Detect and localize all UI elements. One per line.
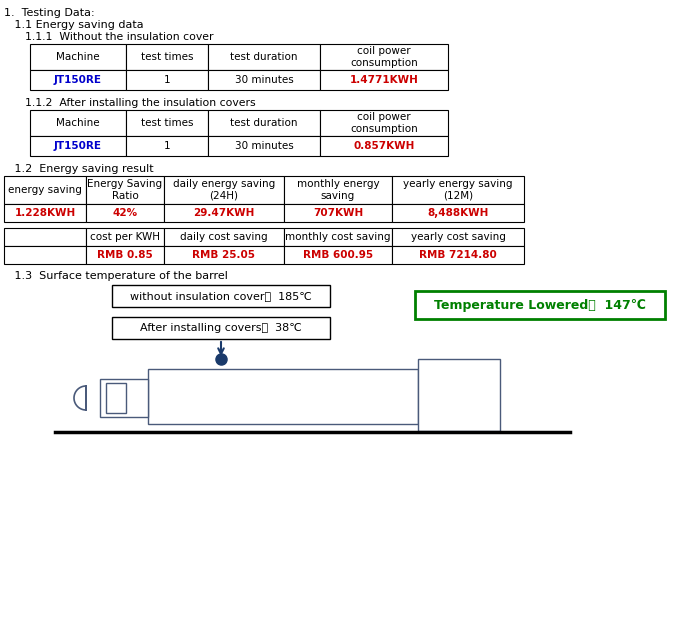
Bar [4,246,86,264]
Text: cost per KWH: cost per KWH [90,232,160,242]
Bar [164,204,284,222]
Bar [30,136,126,156]
Bar [164,176,284,204]
Text: 30 minutes: 30 minutes [235,75,293,85]
Text: 1.4771KWH: 1.4771KWH [350,75,418,85]
Text: JT150RE: JT150RE [54,141,102,151]
Text: 707KWH: 707KWH [313,208,363,218]
Bar [126,44,208,70]
Text: 1: 1 [164,75,170,85]
Text: coil power
consumption: coil power consumption [350,112,418,134]
Bar [148,369,418,424]
Bar [208,110,320,136]
Bar [4,204,86,222]
Text: Machine: Machine [56,118,100,128]
Bar [392,204,524,222]
Bar [164,246,284,264]
Bar [208,70,320,90]
Text: 1.228KWH: 1.228KWH [15,208,75,218]
Text: JT150RE: JT150RE [54,75,102,85]
Text: monthly cost saving: monthly cost saving [285,232,391,242]
Bar [126,70,208,90]
Text: coil power
consumption: coil power consumption [350,46,418,68]
Bar [126,110,208,136]
Text: Machine: Machine [56,52,100,62]
Bar [164,228,284,246]
Text: yearly energy saving
(12M): yearly energy saving (12M) [403,179,513,201]
Text: 1.1.1  Without the insulation cover: 1.1.1 Without the insulation cover [4,32,214,42]
Bar [320,70,448,90]
Text: RMB 0.85: RMB 0.85 [97,250,153,260]
Text: 1.  Testing Data:: 1. Testing Data: [4,8,95,18]
Text: RMB 7214.80: RMB 7214.80 [419,250,497,260]
Text: After installing covers：  38℃: After installing covers： 38℃ [140,323,302,333]
Bar [208,44,320,70]
Bar [86,246,164,264]
Bar [4,176,86,204]
Bar [284,176,392,204]
Bar [86,204,164,222]
Text: test duration: test duration [230,52,298,62]
Bar [112,285,330,307]
Bar [320,44,448,70]
Text: Energy Saving
Ratio: Energy Saving Ratio [87,179,163,201]
Bar [392,176,524,204]
Text: test times: test times [141,118,193,128]
Bar [86,228,164,246]
Bar [208,136,320,156]
Text: RMB 25.05: RMB 25.05 [193,250,255,260]
Text: daily cost saving: daily cost saving [180,232,268,242]
Text: yearly cost saving: yearly cost saving [410,232,505,242]
Bar [415,291,665,319]
Bar [320,110,448,136]
Text: 30 minutes: 30 minutes [235,141,293,151]
Text: 8,488KWH: 8,488KWH [427,208,489,218]
Text: test times: test times [141,52,193,62]
Text: 1.3  Surface temperature of the barrel: 1.3 Surface temperature of the barrel [4,271,228,281]
Bar [418,359,500,431]
Text: test duration: test duration [230,118,298,128]
Bar [86,176,164,204]
Bar [284,228,392,246]
Bar [4,228,86,246]
Text: 0.857KWH: 0.857KWH [353,141,415,151]
Bar [284,204,392,222]
Bar [112,317,330,339]
Bar [126,136,208,156]
Text: 1: 1 [164,141,170,151]
Text: 1.1.2  After installing the insulation covers: 1.1.2 After installing the insulation co… [4,98,255,108]
Text: 1.1 Energy saving data: 1.1 Energy saving data [4,20,144,30]
Text: 1.2  Energy saving result: 1.2 Energy saving result [4,164,154,174]
Bar [30,110,126,136]
Text: monthly energy
saving: monthly energy saving [297,179,379,201]
Text: 42%: 42% [112,208,138,218]
Bar [320,136,448,156]
Bar [30,70,126,90]
Text: daily energy saving
(24H): daily energy saving (24H) [173,179,275,201]
Text: without insulation cover：  185℃: without insulation cover： 185℃ [130,291,312,301]
Bar [284,246,392,264]
Text: 29.47KWH: 29.47KWH [193,208,255,218]
Bar [100,379,148,417]
Text: Temperature Lowered：  147℃: Temperature Lowered： 147℃ [434,298,646,312]
Bar [392,228,524,246]
Bar [30,44,126,70]
Bar [106,383,126,413]
Text: RMB 600.95: RMB 600.95 [303,250,373,260]
Bar [392,246,524,264]
Text: energy saving: energy saving [8,185,82,195]
